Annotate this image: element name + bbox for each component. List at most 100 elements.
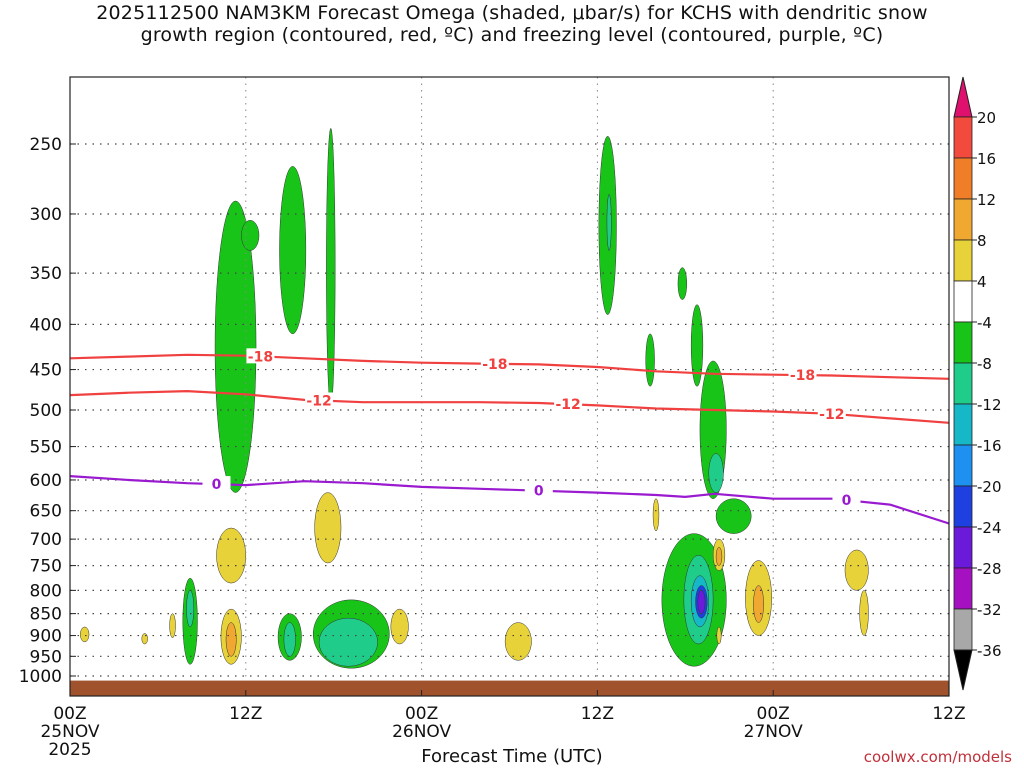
ytick-label-650: 650 (30, 502, 62, 522)
omega-region-31 (390, 608, 409, 645)
colorbar-label-11: -28 (977, 560, 1002, 578)
ytick-label-700: 700 (30, 530, 62, 550)
colorbar-swatch-9 (953, 485, 973, 528)
plot-frame (69, 76, 950, 697)
xtick-year-0: 2025 (48, 740, 91, 760)
colorbar-arrow-bottom (953, 649, 973, 691)
omega-region-35 (715, 547, 723, 566)
contour-label-2-0: 0 (212, 477, 222, 493)
omega-region-3 (241, 220, 260, 251)
omega-region-33 (652, 498, 660, 532)
xtick-label-12: 12Z (229, 704, 262, 724)
omega-region-18 (186, 590, 195, 628)
colorbar-swatch-1 (953, 157, 973, 200)
omega-region-32 (504, 622, 532, 661)
omega-region-38 (753, 585, 764, 623)
colorbar-swatch-12 (953, 608, 973, 651)
contour-label-bg-1-1 (554, 396, 583, 412)
colorbar-swatch-5 (953, 321, 973, 364)
omega-region-30 (314, 492, 342, 564)
omega-region-8 (690, 304, 704, 387)
ytick-label-600: 600 (30, 471, 62, 491)
colorbar-swatch-8 (953, 444, 973, 487)
colorbar-label-10: -24 (977, 519, 1002, 537)
omega-region-11 (715, 498, 752, 534)
colorbar-label-2: 12 (977, 191, 996, 209)
xtick-date-0: 25NOV (40, 722, 99, 742)
xtick-label-24: 00Z (405, 704, 438, 724)
contour-label-0-1: -18 (482, 357, 507, 373)
ytick-label-950: 950 (30, 647, 62, 667)
omega-region-22 (318, 617, 378, 667)
contour-label-bg-2-2 (832, 492, 861, 508)
contour-1 (70, 389, 949, 424)
contour-label-bg-0-1 (480, 355, 509, 371)
omega-region-29 (225, 622, 237, 657)
contour-2 (70, 475, 949, 525)
colorbar-label-3: 8 (977, 232, 987, 250)
omega-region-40 (859, 590, 869, 636)
colorbar-label-6: -8 (977, 355, 992, 373)
colorbar-label-7: -12 (977, 396, 1002, 414)
colorbar-label-12: -32 (977, 601, 1002, 619)
contour-label-1-2: -12 (819, 407, 844, 423)
ytick-label-550: 550 (30, 438, 62, 458)
omega-region-23 (1019, 447, 1024, 474)
omega-region-26 (169, 613, 176, 638)
contour-label-0-0: -18 (248, 349, 273, 365)
contour-label-1-1: -12 (555, 397, 580, 413)
colorbar-label-5: -4 (977, 314, 992, 332)
contour-label-bg-2-1 (524, 482, 553, 498)
ytick-label-400: 400 (30, 315, 62, 335)
colorbar-swatch-10 (953, 526, 973, 569)
colorbar-label-1: 16 (977, 150, 996, 168)
contour-0 (70, 353, 949, 380)
omega-region-24 (80, 626, 90, 643)
colorbar-swatch-6 (953, 362, 973, 405)
ytick-label-1000: 1000 (19, 667, 62, 687)
surface-terrain (70, 680, 949, 696)
colorbar-swatch-4 (953, 280, 973, 323)
omega-region-6 (645, 333, 655, 387)
colorbar-swatch-11 (953, 567, 973, 610)
colorbar-label-8: -16 (977, 437, 1002, 455)
colorbar-label-13: -36 (977, 642, 1002, 660)
omega-region-5 (606, 194, 612, 251)
colorbar-label-0: 20 (977, 109, 996, 127)
omega-region-10 (708, 453, 724, 493)
contour-label-bg-2-0 (202, 476, 231, 492)
xtick-label-60: 12Z (932, 704, 965, 724)
site-credit[interactable]: coolwx.com/models (863, 748, 1012, 766)
contour-label-bg-0-2 (788, 367, 817, 383)
ytick-label-750: 750 (30, 557, 62, 577)
contour-label-1-0: -12 (306, 393, 331, 409)
chart-title-line1: 2025112500 NAM3KM Forecast Omega (shaded… (96, 2, 928, 24)
colorbar-label-9: -20 (977, 478, 1002, 496)
colorbar-arrow-top (953, 76, 973, 118)
xtick-date-48: 27NOV (744, 722, 803, 742)
colorbar-swatch-0 (953, 116, 973, 159)
ytick-label-500: 500 (30, 401, 62, 421)
xtick-label-48: 00Z (757, 704, 790, 724)
contour-label-bg-1-2 (817, 405, 846, 421)
omega-region-27 (216, 527, 247, 584)
omega-region-1 (279, 166, 307, 335)
omega-region-0 (214, 200, 257, 493)
omega-region-25 (141, 633, 148, 645)
omega-region-2 (326, 128, 336, 407)
ytick-label-350: 350 (30, 264, 62, 284)
colorbar-swatch-2 (953, 198, 973, 241)
ytick-label-800: 800 (30, 581, 62, 601)
ytick-label-900: 900 (30, 627, 62, 647)
omega-region-20 (283, 622, 296, 657)
xtick-label-0: 00Z (53, 704, 86, 724)
omega-region-36 (716, 626, 722, 645)
contour-label-bg-0-0 (246, 348, 275, 364)
colorbar-swatch-3 (953, 239, 973, 282)
contour-label-bg-1-0 (305, 392, 334, 408)
ytick-label-850: 850 (30, 605, 62, 625)
contour-label-2-1: 0 (534, 484, 544, 500)
chart-title-line2: growth region (contoured, red, ºC) and f… (140, 24, 884, 46)
contour-label-0-2: -18 (790, 368, 815, 384)
